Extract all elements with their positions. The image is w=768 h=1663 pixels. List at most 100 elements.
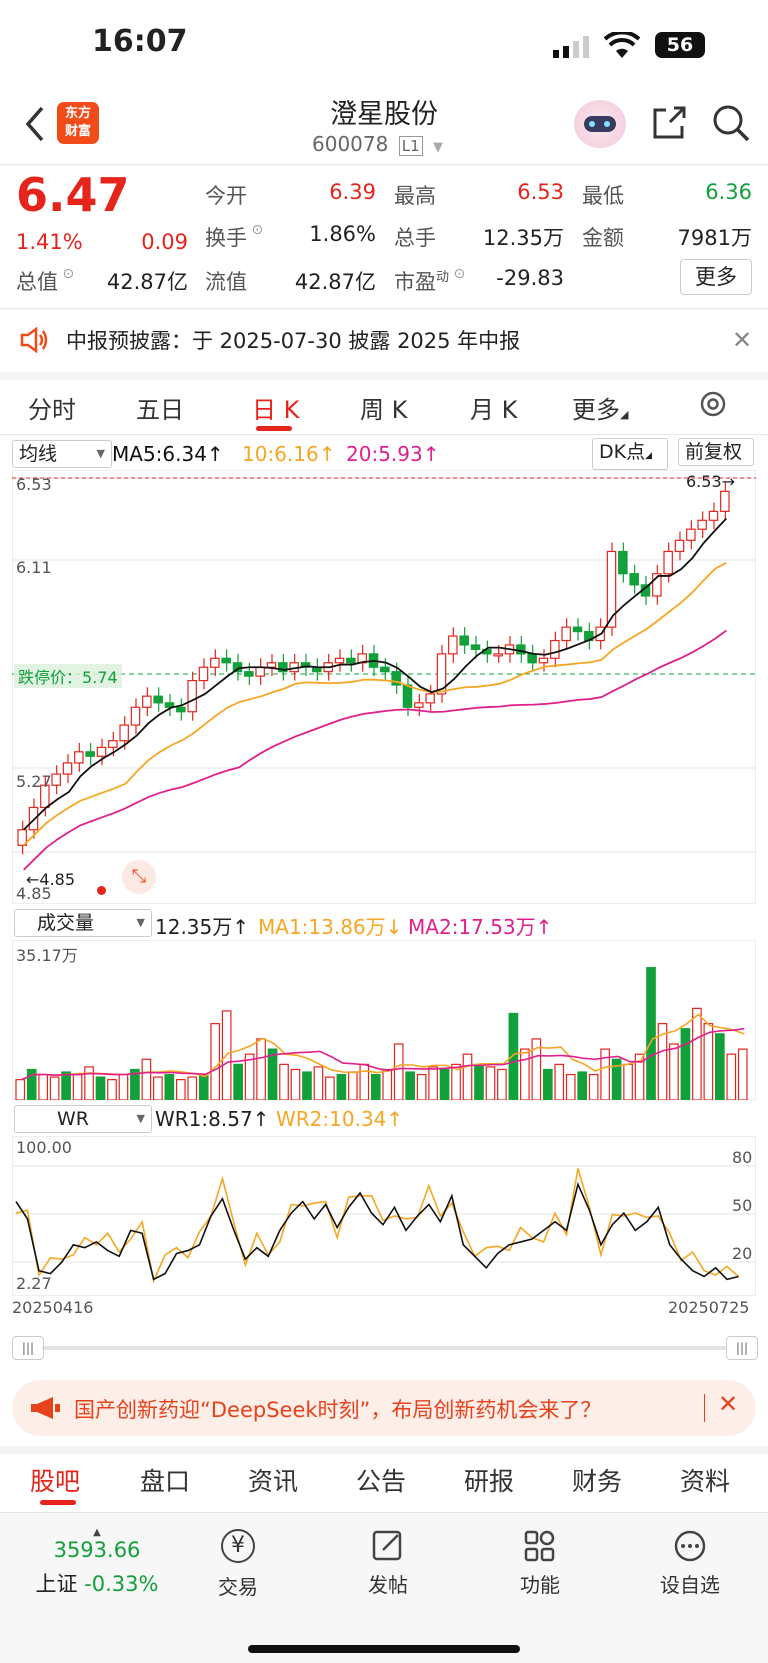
dk-point-button[interactable]: DK点◢ — [592, 438, 668, 470]
candle-body — [17, 829, 27, 846]
adjust-button[interactable]: 前复权 — [678, 438, 754, 466]
info-icon[interactable]: ⊙ — [449, 266, 466, 282]
volume-bar — [451, 1063, 461, 1100]
tab-research[interactable]: 研报 — [464, 1467, 515, 1496]
index-name: 上证 — [35, 1572, 78, 1596]
index-widget[interactable]: ▲ 3593.66 上证 -0.33% — [22, 1527, 172, 1598]
candle-body — [493, 653, 503, 657]
kline-chart[interactable] — [12, 470, 756, 904]
tab-five-day[interactable]: 五日 — [136, 396, 184, 424]
share-icon[interactable] — [650, 104, 688, 146]
high-marker: 6.53→ — [686, 472, 736, 491]
dock-function[interactable]: 功能 — [500, 1529, 580, 1598]
volume-bar — [118, 1073, 129, 1100]
volume-chart[interactable] — [12, 940, 756, 1100]
tab-profile[interactable]: 资料 — [680, 1467, 731, 1496]
tab-weekly-k[interactable]: 周 K — [360, 396, 408, 424]
chart-tabs: 分时 五日 日 K 周 K 月 K 更多◢ — [0, 380, 768, 434]
volume-bar — [279, 1063, 289, 1100]
ad-close-icon[interactable]: ✕ — [718, 1390, 739, 1418]
volume-indicator-select[interactable]: 成交量 ▼ — [14, 909, 152, 937]
ma-indicator-select[interactable]: 均线 ▼ — [12, 440, 112, 468]
scroll-handle-right[interactable]: ||| — [726, 1336, 758, 1360]
tab-announcements[interactable]: 公告 — [356, 1467, 407, 1496]
candle-body — [448, 635, 458, 655]
active-bottom-tab-indicator — [40, 1500, 76, 1505]
wr-top-label: 100.00 — [16, 1138, 72, 1157]
home-indicator — [248, 1645, 520, 1653]
volume-bar — [737, 1048, 748, 1100]
tab-monthly-k[interactable]: 月 K — [470, 396, 518, 424]
edit-icon — [371, 1529, 405, 1563]
dock-add-watchlist[interactable]: 设自选 — [650, 1529, 730, 1598]
total-value-label-text: 总值 — [16, 270, 58, 294]
volume-bar — [416, 1073, 427, 1100]
speaker-icon — [18, 326, 50, 358]
amount-value: 7981万 — [677, 226, 752, 250]
tab-guba[interactable]: 股吧 — [30, 1467, 81, 1496]
candle-body — [96, 746, 107, 757]
candle-body — [606, 550, 617, 628]
back-icon[interactable] — [22, 104, 46, 148]
tab-pankou[interactable]: 盘口 — [140, 1467, 191, 1496]
volume-bar — [405, 1071, 416, 1100]
dock-post[interactable]: 发帖 — [348, 1529, 428, 1598]
pe-value: -29.83 — [496, 266, 564, 290]
wr-level-80: 80 — [732, 1148, 753, 1167]
tab-finance[interactable]: 财务 — [572, 1467, 623, 1496]
low-label: 最低 — [582, 184, 624, 208]
active-tab-indicator — [256, 426, 292, 431]
tab-news[interactable]: 资讯 — [248, 1467, 299, 1496]
limit-label-text: 跌停价： — [18, 668, 83, 687]
candle-body — [414, 702, 424, 708]
notice-text[interactable]: 中报预披露：于 2025-07-30 披露 2025 年中报 — [66, 329, 521, 353]
search-icon[interactable] — [712, 104, 750, 146]
high-value: 6.53 — [517, 180, 564, 204]
info-icon[interactable]: ⊙ — [247, 222, 264, 238]
volume-bar — [439, 1068, 450, 1100]
candle-body — [527, 653, 537, 664]
candle-body — [221, 657, 231, 664]
level-badge: L1 — [398, 136, 423, 156]
volume-bar — [508, 1012, 519, 1100]
tab-daily-k[interactable]: 日 K — [252, 396, 300, 424]
wr2-legend: WR2:10.34↑ — [276, 1107, 404, 1131]
robot-assistant-icon[interactable] — [574, 100, 626, 148]
volume-bar — [107, 1079, 117, 1100]
candle-body — [278, 662, 288, 673]
candle-body — [550, 639, 560, 659]
info-icon[interactable]: ⊙ — [58, 266, 75, 282]
candle-body — [255, 666, 265, 677]
wr-chart[interactable] — [12, 1136, 756, 1296]
signal-dot — [97, 886, 106, 895]
settings-gear-icon[interactable] — [697, 388, 729, 424]
tabs-divider — [0, 434, 768, 435]
volume-bar — [565, 1073, 576, 1100]
status-bar: 16:07 56 — [0, 0, 768, 90]
more-button[interactable]: 更多 — [680, 259, 752, 295]
volume-bar — [187, 1076, 198, 1100]
volume-bar — [336, 1073, 347, 1100]
chart-scrollbar[interactable]: ||| ||| — [12, 1336, 758, 1360]
app-logo: 东方 财富 — [57, 102, 99, 144]
index-line: 上证 -0.33% — [22, 1568, 172, 1598]
turnover-value: 1.86% — [309, 222, 376, 246]
wifi-icon — [603, 30, 641, 64]
volume-bar — [714, 1033, 725, 1100]
volume-bar — [164, 1073, 175, 1100]
expand-icon[interactable]: ⤡ — [122, 860, 156, 894]
dock-trade[interactable]: ¥ 交易 — [198, 1529, 278, 1600]
candle-body — [130, 706, 141, 726]
scroll-handle-left[interactable]: ||| — [12, 1336, 44, 1360]
tab-intraday[interactable]: 分时 — [28, 396, 76, 424]
limit-value: 5.74 — [82, 668, 118, 687]
megaphone-icon — [28, 1395, 62, 1425]
candle-body — [108, 740, 118, 748]
ad-text: 国产创新药迎“DeepSeek时刻”，布局创新药机会来了？ — [74, 1398, 602, 1422]
close-icon[interactable]: ✕ — [732, 326, 753, 354]
date-end: 20250725 — [668, 1298, 750, 1317]
ad-banner[interactable]: 国产创新药迎“DeepSeek时刻”，布局创新药机会来了？ ✕ — [12, 1380, 756, 1436]
stock-code[interactable]: 600078 L1 ▼ — [312, 132, 443, 156]
wr-indicator-select[interactable]: WR ▼ — [14, 1105, 152, 1133]
tab-more[interactable]: 更多◢ — [572, 390, 628, 425]
